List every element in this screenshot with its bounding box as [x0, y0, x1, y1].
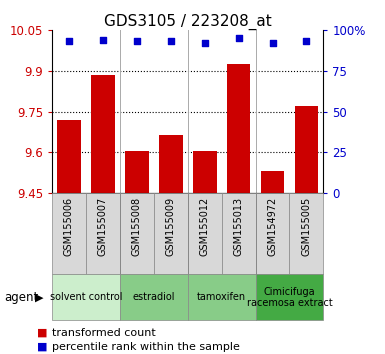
Text: GSM155008: GSM155008: [132, 197, 142, 256]
Text: Cimicifuga
racemosa extract: Cimicifuga racemosa extract: [247, 286, 332, 308]
Text: percentile rank within the sample: percentile rank within the sample: [52, 342, 240, 352]
Bar: [91, 75, 115, 193]
Point: [236, 35, 242, 41]
Text: GSM155009: GSM155009: [166, 197, 176, 256]
Text: ▶: ▶: [35, 292, 44, 302]
Point: [270, 40, 276, 46]
Title: GDS3105 / 223208_at: GDS3105 / 223208_at: [104, 14, 271, 30]
Bar: [57, 120, 81, 193]
Point: [66, 39, 72, 44]
Bar: [256, 193, 290, 274]
Bar: [222, 193, 256, 274]
Bar: [159, 135, 182, 193]
Text: solvent control: solvent control: [50, 292, 122, 302]
Text: GSM155007: GSM155007: [98, 197, 108, 256]
Text: GSM155005: GSM155005: [301, 197, 311, 256]
Text: estradiol: estradiol: [132, 292, 175, 302]
Text: transformed count: transformed count: [52, 328, 156, 338]
Text: agent: agent: [4, 291, 38, 304]
Bar: [188, 193, 222, 274]
Bar: [52, 274, 120, 320]
Bar: [193, 151, 216, 193]
Bar: [154, 193, 187, 274]
Bar: [290, 193, 323, 274]
Bar: [52, 193, 86, 274]
Bar: [86, 193, 120, 274]
Point: [134, 39, 140, 44]
Text: ■: ■: [37, 328, 47, 338]
Bar: [125, 151, 149, 193]
Bar: [188, 274, 256, 320]
Text: tamoxifen: tamoxifen: [197, 292, 246, 302]
Point: [303, 39, 310, 44]
Point: [100, 37, 106, 43]
Text: GSM155012: GSM155012: [200, 197, 210, 256]
Text: GSM155013: GSM155013: [234, 197, 244, 256]
Bar: [120, 274, 188, 320]
Bar: [295, 106, 318, 193]
Bar: [120, 193, 154, 274]
Text: GSM155006: GSM155006: [64, 197, 74, 256]
Text: GSM154972: GSM154972: [268, 197, 278, 256]
Bar: [227, 64, 251, 193]
Text: ■: ■: [37, 342, 47, 352]
Point: [202, 40, 208, 46]
Bar: [256, 274, 323, 320]
Point: [167, 39, 174, 44]
Bar: [261, 171, 285, 193]
